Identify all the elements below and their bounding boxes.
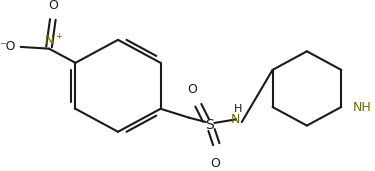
Text: +: + [55, 32, 62, 41]
Text: NH: NH [352, 101, 371, 114]
Text: N: N [44, 34, 54, 47]
Text: ⁻O: ⁻O [0, 40, 16, 53]
Text: O: O [188, 83, 198, 96]
Text: S: S [205, 118, 214, 132]
Text: H: H [234, 104, 242, 114]
Text: O: O [210, 156, 220, 169]
Text: N: N [231, 113, 240, 126]
Text: O: O [48, 0, 58, 12]
